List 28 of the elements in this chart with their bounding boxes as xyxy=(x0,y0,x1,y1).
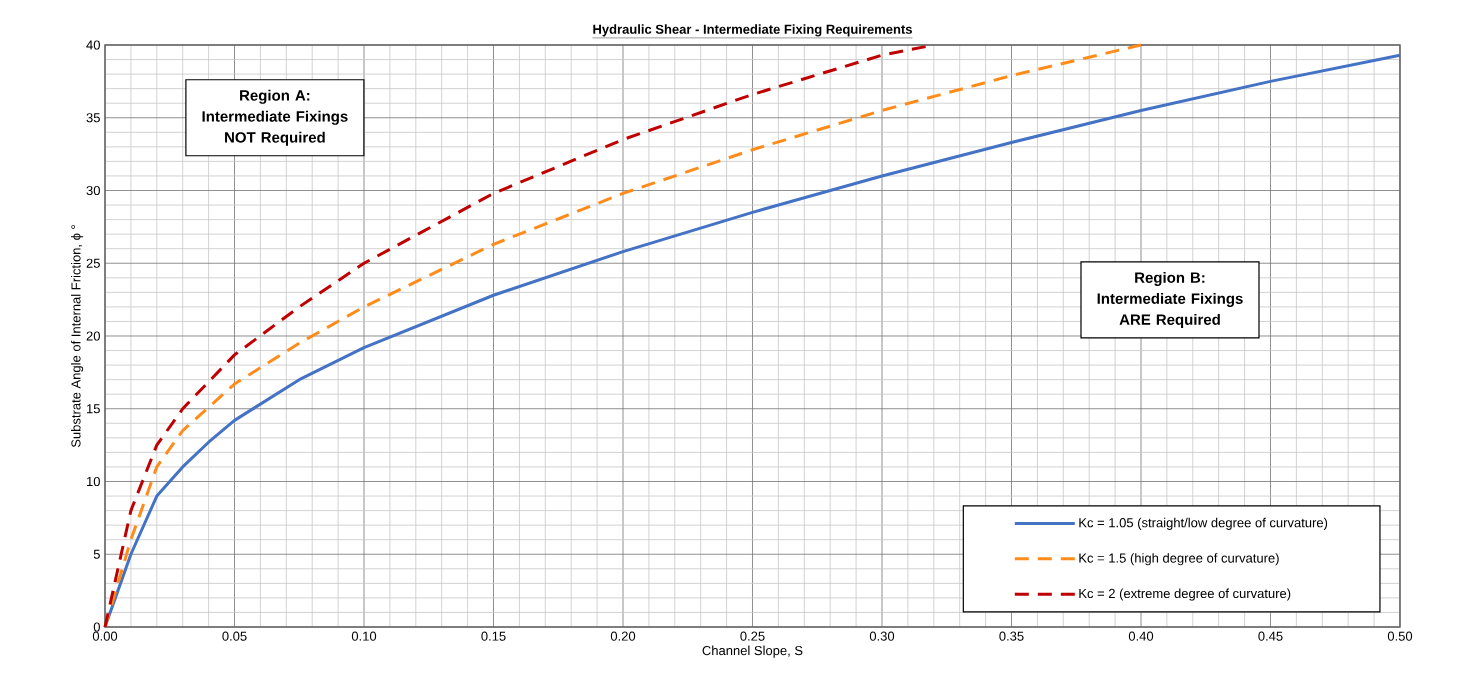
x-tick-label: 0.15 xyxy=(481,631,506,641)
y-tick-label: 35 xyxy=(86,113,100,123)
y-tick-label: 25 xyxy=(86,258,100,268)
legend-label: Kc = 1.5 (high degree of curvature) xyxy=(1079,553,1279,566)
chart-title: Hydraulic Shear - Intermediate Fixing Requirements xyxy=(593,24,912,37)
x-tick-label: 0.25 xyxy=(740,631,765,641)
y-tick-label: 0 xyxy=(93,622,100,632)
x-tick-label: 0.30 xyxy=(869,631,895,641)
x-tick-label: 0.05 xyxy=(222,631,247,641)
y-axis-title: Substrate Angle of Internal Friction, ϕ ° xyxy=(71,225,84,448)
x-tick-label: 0.00 xyxy=(92,631,118,641)
x-tick-label: 0.40 xyxy=(1128,631,1154,641)
y-tick-label: 40 xyxy=(86,40,100,50)
x-tick-label: 0.10 xyxy=(351,631,377,641)
x-tick-label: 0.45 xyxy=(1258,631,1283,641)
y-tick-label: 15 xyxy=(86,404,100,414)
x-tick-label: 0.50 xyxy=(1387,631,1413,641)
annotation: Region A: Intermediate Fixings NOT Required xyxy=(202,89,348,146)
legend-label: Kc = 1.05 (straight/low degree of curvature) xyxy=(1079,517,1328,530)
y-tick-label: 30 xyxy=(86,185,100,196)
x-axis-title: Channel Slope, S xyxy=(702,645,803,658)
legend-label: Kc = 2 (extreme degree of curvature) xyxy=(1079,588,1291,601)
y-tick-label: 5 xyxy=(93,549,100,559)
x-tick-label: 0.35 xyxy=(999,631,1024,641)
annotation: Region B: Intermediate Fixings ARE Required xyxy=(1097,271,1243,328)
y-tick-label: 20 xyxy=(86,331,100,341)
y-tick-label: 10 xyxy=(86,476,100,487)
x-tick-label: 0.20 xyxy=(610,631,636,641)
